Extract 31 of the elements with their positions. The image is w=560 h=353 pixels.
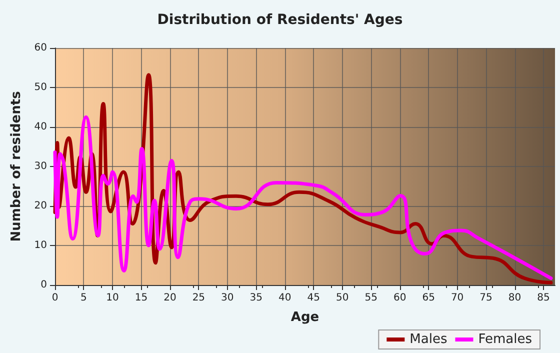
x-tick-label: 25 (192, 292, 206, 304)
y-tick-label: 40 (34, 122, 47, 132)
y-tick-label: 20 (34, 200, 47, 212)
x-tick-label: 70 (450, 292, 464, 304)
x-tick-label: 60 (393, 292, 406, 304)
x-tick-label: 30 (221, 292, 234, 304)
x-tick-label: 75 (480, 292, 492, 304)
y-tick-label: 10 (34, 240, 47, 251)
x-tick-label: 35 (250, 292, 263, 304)
y-tick-label: 30 (34, 161, 47, 172)
x-tick-label: 50 (336, 292, 349, 304)
x-tick-label: 40 (278, 292, 292, 304)
x-tick-label: 45 (307, 292, 320, 304)
x-axis-title: Age (290, 310, 320, 325)
x-tick-label: 55 (364, 292, 378, 304)
legend-label: Males (410, 332, 448, 347)
x-tick-label: 10 (106, 292, 119, 304)
x-tick-label: 15 (134, 292, 148, 304)
x-tick-label: 65 (422, 292, 435, 304)
chart-title: Distribution of Residents' Ages (157, 12, 403, 28)
y-tick-label: 0 (40, 280, 47, 290)
line-series (53, 115, 553, 280)
y-axis-title: Number of residents (9, 90, 24, 242)
y-tick-label: 50 (34, 82, 47, 93)
x-tick-label: 85 (537, 292, 550, 304)
x-tick-label: 80 (508, 292, 522, 304)
legend-label: Females (478, 332, 532, 347)
x-tick-label: 20 (164, 292, 176, 304)
y-tick-label: 60 (34, 42, 47, 54)
x-tick-label: 5 (80, 292, 87, 304)
x-tick-label: 0 (52, 292, 58, 304)
